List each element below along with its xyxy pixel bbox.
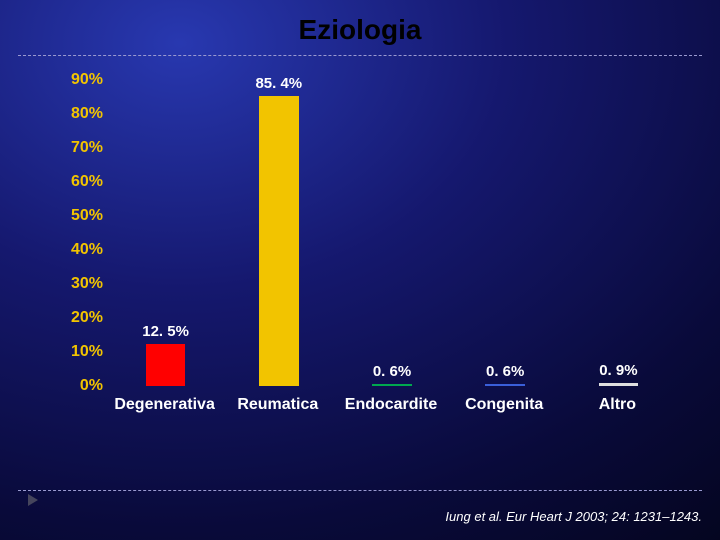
page-title: Eziologia: [0, 14, 720, 46]
y-tick-label: 50%: [55, 207, 103, 225]
bar: [485, 384, 525, 386]
y-tick-label: 10%: [55, 343, 103, 361]
x-category-label: Congenita: [448, 396, 561, 414]
eziologia-bar-chart: 0%10%20%30%40%50%60%70%80%90%12. 5%85. 4…: [54, 80, 674, 410]
y-tick-label: 90%: [55, 71, 103, 89]
x-category-label: Degenerativa: [108, 396, 221, 414]
y-tick-label: 40%: [55, 241, 103, 259]
bar-value-label: 0. 6%: [332, 363, 452, 380]
divider-top: [18, 55, 702, 56]
y-tick-label: 0%: [55, 377, 103, 395]
y-tick-label: 70%: [55, 139, 103, 157]
citation-text: Iung et al. Eur Heart J 2003; 24: 1231–1…: [445, 509, 702, 524]
bar: [599, 383, 639, 386]
y-tick-label: 30%: [55, 275, 103, 293]
bar: [259, 96, 299, 386]
bar-value-label: 0. 6%: [445, 363, 565, 380]
x-category-label: Endocardite: [334, 396, 447, 414]
bar-value-label: 0. 9%: [558, 362, 678, 379]
y-tick-label: 80%: [55, 105, 103, 123]
y-tick-label: 20%: [55, 309, 103, 327]
bar-value-label: 12. 5%: [106, 323, 226, 340]
chart-plot-area: 0%10%20%30%40%50%60%70%80%90%12. 5%85. 4…: [108, 80, 674, 386]
x-category-label: Reumatica: [221, 396, 334, 414]
bar: [372, 384, 412, 386]
bar-value-label: 85. 4%: [219, 75, 339, 92]
divider-bottom: [18, 490, 702, 491]
bar: [146, 344, 186, 387]
bullet-icon: [28, 494, 38, 506]
y-tick-label: 60%: [55, 173, 103, 191]
x-category-label: Altro: [561, 396, 674, 414]
